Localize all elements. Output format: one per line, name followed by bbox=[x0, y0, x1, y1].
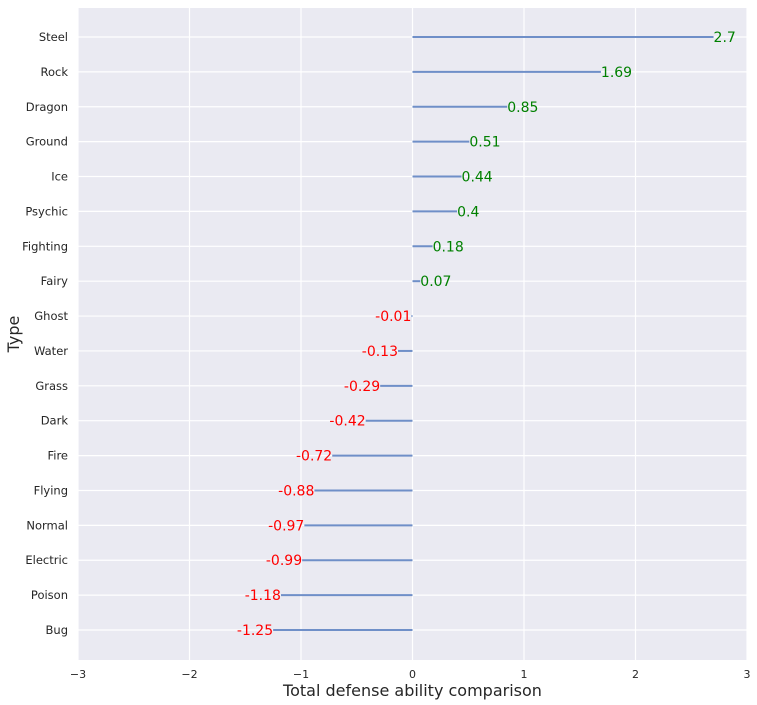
x-tick-label: 3 bbox=[744, 668, 751, 681]
x-tick-label: 0 bbox=[409, 668, 416, 681]
y-tick-label-normal: Normal bbox=[26, 518, 68, 532]
value-label-water: -0.13 bbox=[362, 344, 398, 360]
value-label-poison: -1.18 bbox=[245, 588, 281, 604]
value-label-bug: -1.25 bbox=[237, 623, 273, 639]
x-tick-label: 1 bbox=[521, 668, 528, 681]
y-axis-title: Type bbox=[4, 316, 23, 354]
value-label-fairy: 0.07 bbox=[420, 274, 451, 290]
value-label-steel: 2.7 bbox=[714, 30, 736, 46]
y-tick-label-fire: Fire bbox=[47, 449, 68, 463]
x-tick-labels: −3 −2 −1 0 1 2 3 bbox=[70, 668, 751, 681]
y-tick-label-dragon: Dragon bbox=[26, 100, 68, 114]
y-tick-labels: Steel Rock Dragon Ground Ice Psychic Fighting F… bbox=[22, 30, 68, 637]
y-tick-label-flying: Flying bbox=[34, 483, 68, 497]
value-label-dragon: 0.85 bbox=[507, 100, 538, 116]
y-tick-label-poison: Poison bbox=[31, 588, 68, 602]
y-tick-label-bug: Bug bbox=[46, 623, 68, 637]
y-tick-label-fairy: Fairy bbox=[41, 274, 69, 288]
y-tick-label-ghost: Ghost bbox=[34, 309, 68, 323]
x-axis-title: Total defense ability comparison bbox=[282, 681, 542, 700]
y-tick-label-fighting: Fighting bbox=[22, 239, 68, 253]
y-tick-label-psychic: Psychic bbox=[25, 204, 68, 218]
y-tick-label-grass: Grass bbox=[35, 379, 68, 393]
x-tick-label: −1 bbox=[293, 668, 309, 681]
x-tick-label: −2 bbox=[181, 668, 197, 681]
y-tick-label-electric: Electric bbox=[25, 553, 68, 567]
value-label-normal: -0.97 bbox=[268, 518, 304, 534]
value-label-ice: 0.44 bbox=[462, 170, 493, 186]
value-label-fire: -0.72 bbox=[296, 449, 332, 465]
value-label-psychic: 0.4 bbox=[457, 204, 479, 220]
y-tick-label-ice: Ice bbox=[51, 170, 68, 184]
y-tick-label-water: Water bbox=[34, 344, 68, 358]
x-tick-label: −3 bbox=[70, 668, 86, 681]
value-label-electric: -0.99 bbox=[266, 553, 302, 569]
y-tick-label-dark: Dark bbox=[41, 414, 69, 428]
value-label-dark: -0.42 bbox=[329, 414, 365, 430]
value-label-grass: -0.29 bbox=[344, 379, 380, 395]
value-label-rock: 1.69 bbox=[601, 65, 632, 81]
series-lines bbox=[273, 36, 714, 631]
value-labels: 2.7 1.69 0.85 0.51 0.44 0.4 0.18 0.07 -0.01 -0.13… bbox=[237, 30, 736, 639]
x-tick-label: 2 bbox=[632, 668, 639, 681]
value-label-ground: 0.51 bbox=[469, 135, 500, 151]
y-tick-label-ground: Ground bbox=[26, 135, 68, 149]
y-tick-label-steel: Steel bbox=[39, 30, 68, 44]
value-label-ghost: -0.01 bbox=[375, 309, 411, 325]
y-tick-label-rock: Rock bbox=[41, 65, 69, 79]
value-label-flying: -0.88 bbox=[278, 483, 314, 499]
value-label-fighting: 0.18 bbox=[433, 239, 464, 255]
